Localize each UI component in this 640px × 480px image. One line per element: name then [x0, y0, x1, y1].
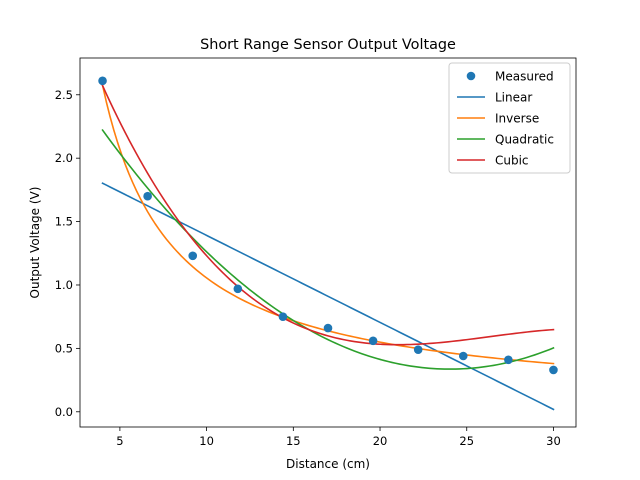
- legend-label-measured: Measured: [495, 70, 554, 84]
- y-axis: 0.0 0.5 1.0 1.5 2.0 2.5: [55, 88, 80, 419]
- y-tick-label: 0.5: [55, 341, 73, 355]
- x-tick-label: 20: [373, 434, 388, 448]
- legend-label-cubic: Cubic: [495, 154, 529, 168]
- measured-point: [98, 76, 107, 86]
- legend: Measured Linear Inverse Quadratic Cubic: [448, 62, 571, 174]
- measured-point: [143, 191, 152, 201]
- measured-point: [368, 336, 378, 346]
- measured-point: [278, 312, 288, 321]
- measured-point: [188, 251, 198, 261]
- y-tick-label: 1.0: [55, 278, 73, 292]
- measured-points: [98, 76, 558, 375]
- measured-point: [549, 365, 558, 375]
- x-axis-label: Distance (cm): [286, 457, 370, 471]
- y-tick-label: 0.0: [55, 405, 73, 419]
- measured-point: [323, 323, 333, 333]
- x-tick-label: 25: [459, 434, 474, 448]
- legend-label-inverse: Inverse: [495, 112, 539, 126]
- measured-point: [458, 351, 468, 361]
- legend-label-quadratic: Quadratic: [495, 133, 554, 147]
- x-tick-label: 5: [116, 434, 123, 448]
- x-tick-label: 15: [286, 434, 301, 448]
- measured-point: [233, 284, 243, 294]
- plot-frame: [79, 57, 577, 428]
- legend-box: [448, 62, 571, 174]
- y-tick-label: 1.5: [55, 215, 73, 229]
- x-tick-label: 30: [546, 434, 561, 448]
- y-axis-label: Output Voltage (V): [28, 187, 42, 299]
- y-tick-label: 2.5: [55, 88, 73, 102]
- measured-point: [504, 355, 513, 365]
- fit-line-cubic: [101, 84, 555, 346]
- x-tick-label: 10: [199, 434, 214, 448]
- x-axis: 5 10 15 20 25 30: [116, 427, 561, 448]
- legend-marker-measured: [466, 71, 476, 81]
- measured-point: [413, 345, 423, 354]
- y-tick-label: 2.0: [55, 151, 73, 165]
- legend-label-linear: Linear: [495, 91, 532, 105]
- chart-title: Short Range Sensor Output Voltage: [200, 37, 456, 53]
- fit-line-quadratic: [101, 128, 555, 370]
